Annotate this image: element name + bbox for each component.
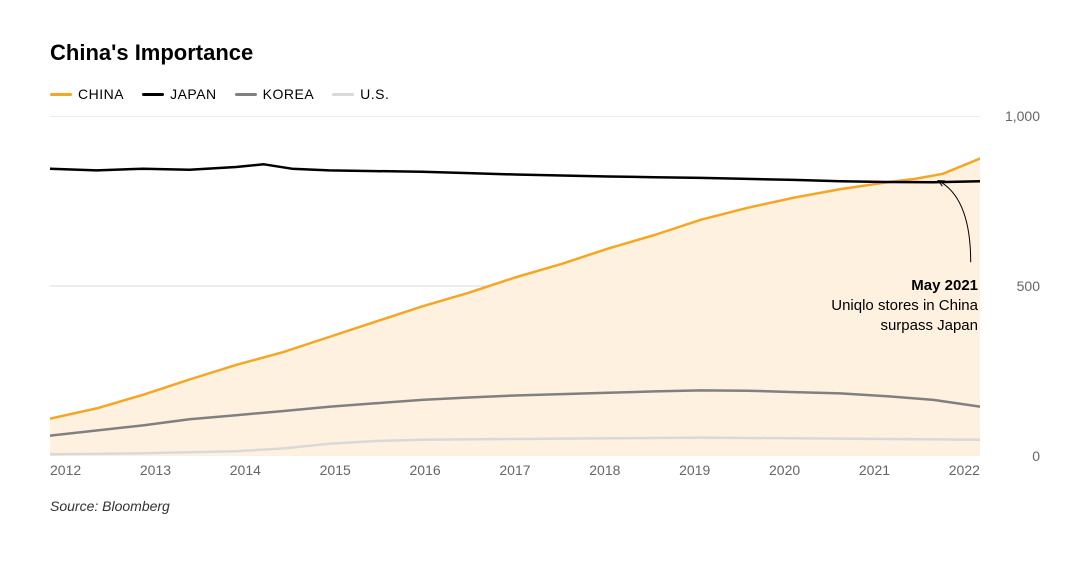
x-tick-label: 2019: [679, 462, 710, 478]
legend-label-korea: KOREA: [263, 86, 315, 102]
x-tick-label: 2013: [140, 462, 171, 478]
legend-dash-china: [50, 93, 72, 96]
chart-area: 05001,000 May 2021 Uniqlo stores in Chin…: [50, 116, 1040, 456]
y-tick-label: 0: [1032, 448, 1040, 464]
chart-title: China's Importance: [50, 40, 1037, 66]
x-tick-label: 2014: [230, 462, 261, 478]
legend-dash-japan: [142, 93, 164, 96]
annotation: May 2021 Uniqlo stores in China surpass …: [831, 276, 978, 337]
y-tick-label: 1,000: [1005, 108, 1040, 124]
legend-label-china: CHINA: [78, 86, 124, 102]
y-tick-label: 500: [1017, 278, 1040, 294]
legend-item-us: U.S.: [332, 86, 389, 102]
x-tick-label: 2015: [320, 462, 351, 478]
x-tick-label: 2022: [949, 462, 980, 478]
legend-dash-us: [332, 93, 354, 96]
x-axis-labels: 2012 2013 2014 2015 2016 2017 2018 2019 2020 2021…: [50, 462, 980, 478]
legend: CHINA JAPAN KOREA U.S.: [50, 86, 1037, 102]
x-tick-label: 2017: [499, 462, 530, 478]
legend-label-us: U.S.: [360, 86, 389, 102]
x-tick-label: 2016: [410, 462, 441, 478]
legend-dash-korea: [235, 93, 257, 96]
annotation-title: May 2021: [911, 277, 978, 294]
source-text: Source: Bloomberg: [50, 498, 1037, 514]
legend-item-japan: JAPAN: [142, 86, 217, 102]
annotation-line1: Uniqlo stores in China: [831, 297, 978, 314]
legend-label-japan: JAPAN: [170, 86, 217, 102]
x-tick-label: 2018: [589, 462, 620, 478]
x-tick-label: 2020: [769, 462, 800, 478]
annotation-line2: surpass Japan: [880, 317, 978, 334]
x-tick-label: 2012: [50, 462, 81, 478]
legend-item-china: CHINA: [50, 86, 124, 102]
legend-item-korea: KOREA: [235, 86, 315, 102]
x-tick-label: 2021: [859, 462, 890, 478]
